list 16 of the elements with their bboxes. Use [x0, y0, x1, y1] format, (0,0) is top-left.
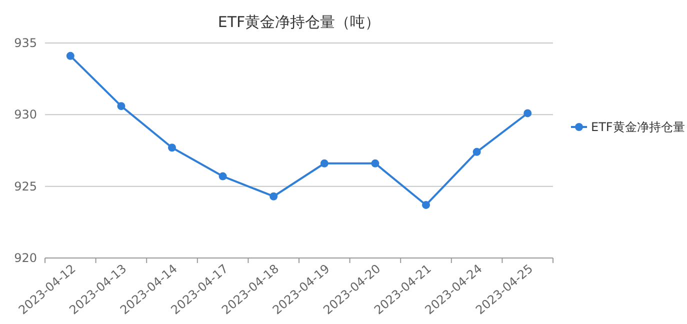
point	[371, 159, 380, 168]
y-tick-label: 925	[14, 179, 37, 194]
point	[218, 172, 227, 180]
point	[117, 102, 126, 110]
point	[66, 52, 74, 60]
y-tick-label: 930	[14, 108, 37, 122]
chart-title: ETF黄金净持仓量（吨）	[218, 13, 380, 31]
y-tick-label: 920	[14, 251, 37, 265]
point	[472, 148, 481, 156]
y-tick-label: 935	[14, 36, 37, 50]
point	[524, 109, 532, 118]
point	[422, 200, 430, 209]
legend-label: ETF黄金净持仓量	[591, 120, 685, 134]
point	[320, 159, 328, 168]
point	[270, 192, 278, 200]
point	[168, 144, 176, 152]
